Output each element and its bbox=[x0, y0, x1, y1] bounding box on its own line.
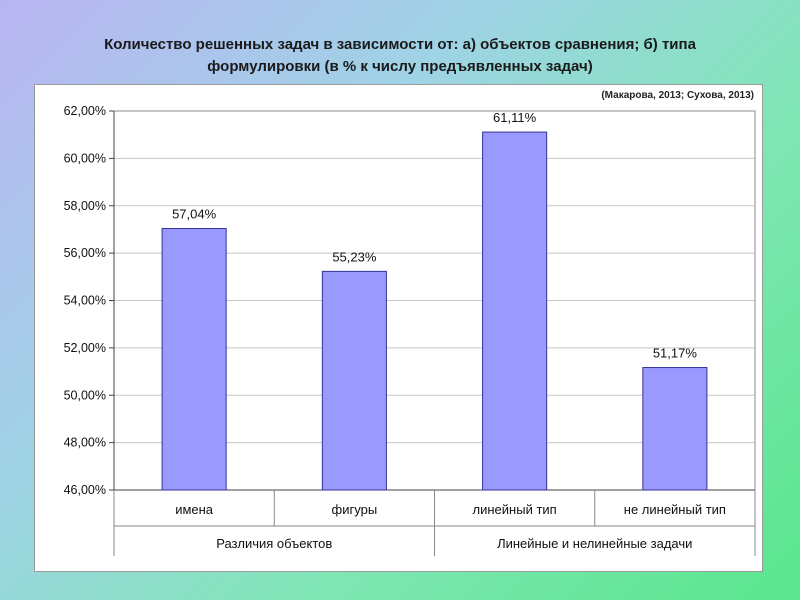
chart-title-line-1: Количество решенных задач в зависимости … bbox=[104, 36, 696, 53]
y-tick-label: 46,00% bbox=[64, 483, 106, 497]
bar bbox=[321, 270, 387, 491]
bar bbox=[642, 367, 708, 491]
group-label: Различия объектов bbox=[216, 536, 332, 551]
y-tick-label: 62,00% bbox=[64, 104, 106, 118]
x-tick-label: не линейный тип bbox=[624, 502, 726, 517]
data-label: 61,11% bbox=[493, 110, 537, 125]
y-tick-label: 52,00% bbox=[64, 341, 106, 355]
chart-title: Количество решенных задач в зависимости … bbox=[30, 34, 770, 78]
bar bbox=[161, 227, 227, 491]
chart-panel: (Макарова, 2013; Сухова, 2013) 46,00% 48,… bbox=[34, 84, 763, 572]
chart-title-line-2: формулировки (в % к числу предъявленных … bbox=[207, 58, 593, 75]
y-tick-label: 54,00% bbox=[64, 294, 106, 308]
x-tick-label: фигуры bbox=[332, 502, 378, 517]
y-tick-label: 48,00% bbox=[64, 436, 106, 450]
bar bbox=[482, 131, 548, 491]
x-tick-label: линейный тип bbox=[473, 502, 557, 517]
source-note: (Макарова, 2013; Сухова, 2013) bbox=[601, 90, 754, 101]
y-tick-label: 60,00% bbox=[64, 151, 106, 165]
y-tick-label: 58,00% bbox=[64, 199, 106, 213]
data-label: 57,04% bbox=[172, 206, 217, 221]
y-tick-label: 56,00% bbox=[64, 246, 106, 260]
group-label: Линейные и нелинейные задачи bbox=[497, 536, 692, 551]
y-tick-label: 50,00% bbox=[64, 388, 106, 402]
bar-chart: 46,00% 48,00% 50,00% 52,00% 54,00% 56,00% 58,0… bbox=[64, 104, 756, 556]
x-tick-label: имена bbox=[175, 502, 214, 517]
data-label: 51,17% bbox=[653, 346, 698, 361]
data-label: 55,23% bbox=[332, 249, 377, 264]
